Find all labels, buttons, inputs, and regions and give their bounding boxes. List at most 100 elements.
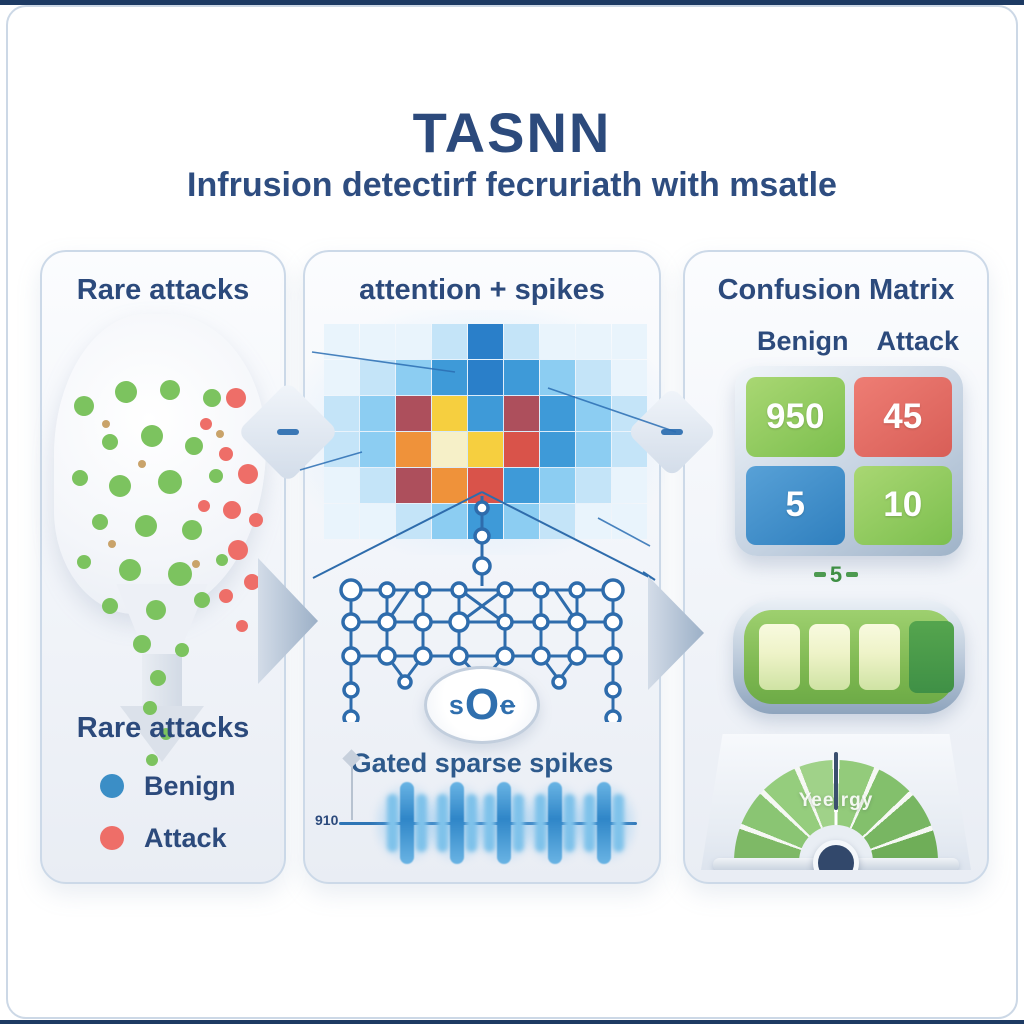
heatmap-cell — [468, 360, 503, 395]
heatmap-cell — [432, 396, 467, 431]
heatmap-cell — [360, 432, 395, 467]
scatter-dot — [72, 470, 88, 486]
heatmap-cell — [396, 432, 431, 467]
scatter-dot — [141, 425, 163, 447]
col-label-benign: Benign — [756, 326, 849, 356]
spike-burst — [424, 780, 490, 866]
heatmap-cell — [612, 360, 647, 395]
spike-burst — [374, 780, 440, 866]
gauge-card: Yeelrgy — [701, 734, 971, 870]
scatter-dot — [236, 620, 248, 632]
scatter-dot — [216, 430, 224, 438]
heatmap-cell — [576, 468, 611, 503]
outer-frame — [6, 5, 1018, 1019]
heatmap-cell — [468, 396, 503, 431]
heatmap-cell — [540, 504, 575, 539]
badge-letter-left: s — [448, 689, 464, 720]
gauge-needle-icon — [834, 752, 838, 810]
spike-caption: Gated sparse spikes — [350, 748, 614, 778]
scatter-dot — [192, 560, 200, 568]
matrix-cell: 45 — [853, 377, 952, 457]
class-legend: Benign Attack — [100, 760, 236, 864]
matrix-cell: 950 — [746, 377, 845, 457]
traffic-blob-shape — [54, 314, 266, 614]
scatter-dot — [160, 380, 180, 400]
dash-right-icon — [846, 572, 859, 578]
heatmap-cell — [576, 360, 611, 395]
scatter-dot — [150, 670, 166, 686]
badge-letter-right: e — [500, 689, 516, 720]
scatter-dot — [109, 475, 131, 497]
heatmap-cell — [324, 468, 359, 503]
scatter-dot — [175, 643, 189, 657]
battery-segment — [859, 624, 901, 690]
spike-burst — [571, 780, 637, 866]
scatter-dot — [77, 555, 91, 569]
confusion-matrix-box: 950 45 5 10 — [735, 366, 963, 556]
connector-dash-icon — [277, 429, 299, 435]
page-title: TASNN — [412, 101, 612, 164]
scatter-dot — [216, 554, 228, 566]
heatmap-cell — [468, 432, 503, 467]
spike-burst — [471, 780, 537, 866]
heatmap-cell — [504, 396, 539, 431]
heatmap-cell — [504, 504, 539, 539]
scatter-dot — [182, 520, 202, 540]
gate-badge: s O e — [424, 666, 540, 744]
spike-train: 910 — [315, 762, 639, 868]
scatter-dot — [194, 592, 210, 608]
scatter-dot — [102, 434, 118, 450]
heatmap-cell — [612, 324, 647, 359]
heatmap-cell — [540, 360, 575, 395]
heatmap-cell — [360, 468, 395, 503]
heatmap-cell — [540, 324, 575, 359]
heatmap-cell — [504, 468, 539, 503]
heatmap-cell — [540, 432, 575, 467]
scatter-dot — [200, 418, 212, 430]
rare-attacks-label: Rare attacks — [76, 712, 250, 744]
battery-segment — [809, 624, 851, 690]
benign-dot-icon — [100, 774, 124, 798]
battery-segment — [759, 624, 801, 690]
heatmap-cell — [540, 396, 575, 431]
scatter-dot — [158, 470, 182, 494]
legend-label-benign: Benign — [144, 770, 236, 801]
heatmap-cell — [396, 468, 431, 503]
scatter-dot — [238, 464, 258, 484]
heatmap-cell — [576, 432, 611, 467]
panel-right-header: Confusion Matrix — [717, 274, 955, 306]
connector-dash-icon — [661, 429, 683, 435]
heatmap-cell — [324, 504, 359, 539]
scatter-dot — [223, 501, 241, 519]
scatter-dot — [244, 574, 260, 590]
panel-confusion-matrix: Confusion Matrix Benign Attack 950 45 5 10 … — [683, 250, 989, 884]
battery-note-value: 5 — [829, 562, 843, 587]
battery-body — [744, 610, 954, 704]
scatter-dot — [219, 447, 233, 461]
scatter-dot — [119, 559, 141, 581]
spike-axis-label: 910 — [315, 812, 339, 828]
heatmap-cell — [324, 360, 359, 395]
battery-segment-full — [909, 621, 954, 693]
scatter-dot — [115, 381, 137, 403]
scatter-dot — [133, 635, 151, 653]
scatter-dot — [74, 396, 94, 416]
heatmap-cell — [360, 360, 395, 395]
heatmap-cell — [360, 324, 395, 359]
heatmap-cell — [468, 324, 503, 359]
heatmap-cell — [432, 504, 467, 539]
heatmap-cell — [360, 396, 395, 431]
scatter-dot — [143, 701, 157, 715]
scatter-dot — [102, 420, 110, 428]
page-subtitle: Infrusion detectirf fecruriath with msat… — [187, 166, 837, 204]
scatter-dot — [226, 388, 246, 408]
heatmap-cell — [504, 324, 539, 359]
legend-item-benign: Benign — [100, 760, 236, 812]
heatmap-cell — [396, 396, 431, 431]
matrix-cell: 5 — [746, 465, 845, 545]
heatmap-cell — [432, 468, 467, 503]
panel-mid-header: attention + spikes — [359, 274, 605, 306]
heatmap-cell — [432, 360, 467, 395]
scatter-dot — [92, 514, 108, 530]
scatter-blob — [54, 314, 266, 766]
